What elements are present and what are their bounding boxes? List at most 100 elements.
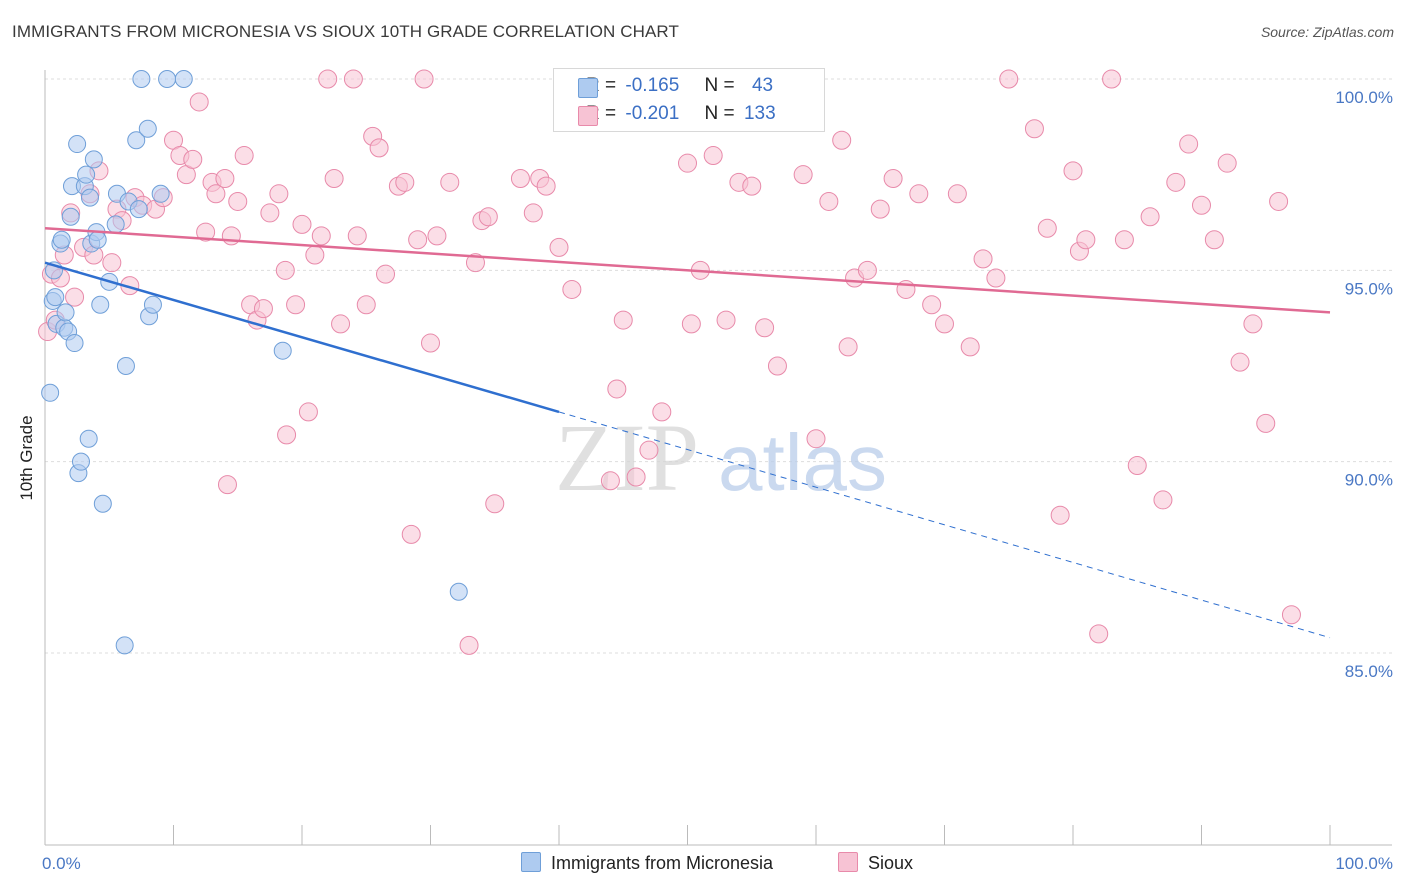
data-point bbox=[1076, 230, 1096, 250]
data-point bbox=[678, 153, 697, 173]
data-point bbox=[1063, 161, 1083, 181]
data-point bbox=[331, 314, 351, 334]
data-point bbox=[183, 149, 203, 169]
data-point bbox=[46, 288, 65, 307]
data-point bbox=[549, 237, 569, 257]
data-point bbox=[1102, 69, 1122, 89]
data-point bbox=[1127, 455, 1147, 475]
data-point bbox=[1140, 207, 1160, 227]
data-point bbox=[613, 310, 633, 330]
data-point bbox=[88, 230, 107, 249]
data-point bbox=[806, 429, 826, 449]
data-point bbox=[1256, 413, 1276, 433]
data-point bbox=[79, 429, 98, 448]
bottom-legend-sioux: Sioux bbox=[838, 852, 913, 874]
data-point bbox=[465, 253, 485, 273]
data-point bbox=[158, 70, 177, 88]
data-point bbox=[215, 168, 235, 188]
watermark: ZIP atlas bbox=[555, 404, 887, 511]
data-point bbox=[68, 135, 87, 154]
data-point bbox=[1204, 230, 1224, 250]
data-point bbox=[206, 184, 226, 204]
axes bbox=[44, 70, 1392, 846]
legend-swatch-blue bbox=[578, 78, 598, 98]
data-point bbox=[408, 230, 428, 250]
data-point bbox=[71, 452, 90, 471]
legend-swatch-pink bbox=[578, 106, 598, 126]
tick-labels: 100.0% 95.0% 90.0% 85.0% 0.0% 100.0% bbox=[42, 88, 1393, 873]
legend-r-value: -0.165 bbox=[625, 75, 680, 96]
data-point bbox=[84, 150, 103, 169]
data-point bbox=[277, 425, 297, 445]
stats-legend: R = -0.165 N = 43 R = -0.201 N = 133 bbox=[553, 68, 825, 132]
data-point bbox=[427, 226, 447, 246]
data-point bbox=[311, 226, 331, 246]
data-point bbox=[106, 215, 125, 234]
data-point bbox=[832, 130, 852, 150]
bottom-legend-micronesia: Immigrants from Micronesia bbox=[521, 852, 773, 874]
legend-row-micronesia: R = -0.165 N = 43 bbox=[578, 75, 774, 98]
data-point bbox=[1089, 624, 1109, 644]
data-point bbox=[61, 207, 80, 226]
data-point bbox=[91, 295, 110, 314]
data-point bbox=[883, 168, 903, 188]
data-point bbox=[510, 168, 530, 188]
data-point bbox=[1192, 195, 1211, 215]
data-point bbox=[1230, 352, 1250, 372]
data-point bbox=[909, 184, 929, 204]
legend-n-value: 133 bbox=[743, 103, 776, 124]
data-point bbox=[421, 333, 440, 353]
micronesia-trend-extension bbox=[558, 411, 1331, 639]
data-point bbox=[138, 119, 157, 138]
legend-n-value: 43 bbox=[751, 75, 774, 96]
data-point bbox=[449, 582, 468, 601]
x-tick-label: 0.0% bbox=[42, 854, 81, 873]
data-point bbox=[639, 440, 659, 460]
data-point bbox=[986, 268, 1006, 288]
y-tick-label: 85.0% bbox=[1345, 662, 1393, 681]
y-tick-label: 95.0% bbox=[1345, 279, 1393, 298]
data-point bbox=[286, 295, 306, 315]
data-point bbox=[116, 357, 135, 375]
data-point bbox=[102, 253, 122, 273]
watermark-atlas: atlas bbox=[718, 418, 887, 507]
y-axis-label: 10th Grade bbox=[17, 415, 36, 500]
data-point bbox=[716, 310, 736, 330]
data-point bbox=[369, 138, 389, 158]
data-point bbox=[143, 295, 162, 314]
data-point bbox=[767, 356, 787, 376]
data-point bbox=[1153, 490, 1173, 510]
legend-r-value: -0.201 bbox=[625, 103, 680, 124]
bottom-legend-swatch-blue bbox=[521, 852, 541, 872]
data-point bbox=[973, 249, 993, 269]
data-point bbox=[1037, 218, 1057, 238]
grid-lines bbox=[45, 78, 1392, 654]
data-point bbox=[947, 184, 967, 204]
data-point bbox=[217, 475, 237, 495]
data-point bbox=[414, 69, 434, 89]
data-point bbox=[485, 494, 505, 514]
data-point bbox=[607, 379, 627, 399]
watermark-zip: ZIP bbox=[555, 404, 699, 511]
x-tick-label: 100.0% bbox=[1335, 854, 1393, 873]
data-point bbox=[343, 69, 363, 89]
data-point bbox=[1217, 153, 1237, 173]
data-point bbox=[324, 168, 344, 188]
bottom-legend-swatch-pink bbox=[838, 852, 858, 872]
data-point bbox=[228, 191, 248, 211]
legend-n-label: N = bbox=[704, 103, 735, 124]
data-point bbox=[52, 230, 71, 249]
data-point bbox=[292, 214, 312, 234]
y-tick-label: 100.0% bbox=[1335, 88, 1393, 107]
data-point bbox=[65, 334, 84, 353]
data-point bbox=[742, 176, 762, 196]
data-point bbox=[221, 226, 241, 246]
data-point bbox=[129, 200, 148, 219]
data-point bbox=[652, 402, 672, 422]
data-point bbox=[999, 69, 1019, 89]
data-point bbox=[1243, 314, 1263, 334]
data-point bbox=[401, 524, 421, 544]
data-point bbox=[189, 92, 209, 112]
data-point bbox=[478, 207, 498, 227]
chart-source: Source: ZipAtlas.com bbox=[1260, 24, 1394, 40]
